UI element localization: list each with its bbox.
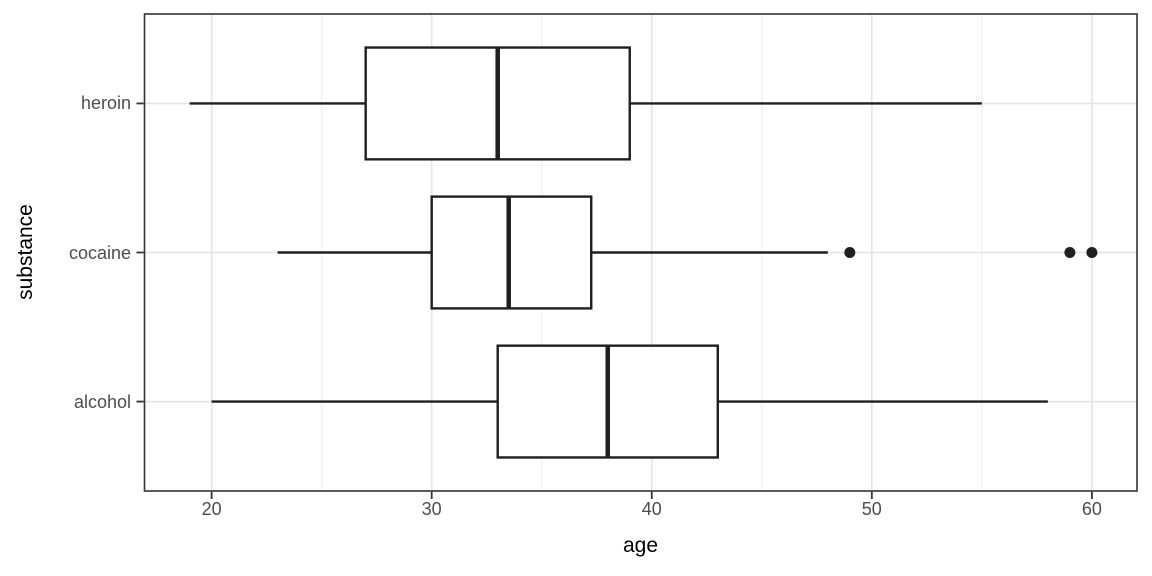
x-axis-title: age	[622, 534, 659, 557]
outlier-point-cocaine-60	[1086, 247, 1098, 258]
x-tick-label-60: 60	[1081, 499, 1102, 519]
y-axis-title: substance	[14, 204, 37, 300]
y-category-label-heroin: heroin	[80, 93, 131, 114]
x-tick-label-30: 30	[421, 499, 442, 519]
y-category-label-alcohol: alcohol	[73, 391, 131, 412]
outlier-point-cocaine-59	[1064, 247, 1076, 258]
x-tick-label-40: 40	[641, 499, 662, 519]
x-tick-label-20: 20	[201, 499, 222, 519]
panel-border	[143, 13, 1138, 492]
outlier-point-cocaine-49	[844, 247, 856, 258]
box-cocaine	[430, 195, 593, 310]
x-tick-label-50: 50	[861, 499, 882, 519]
y-category-label-cocaine: cocaine	[68, 242, 131, 263]
